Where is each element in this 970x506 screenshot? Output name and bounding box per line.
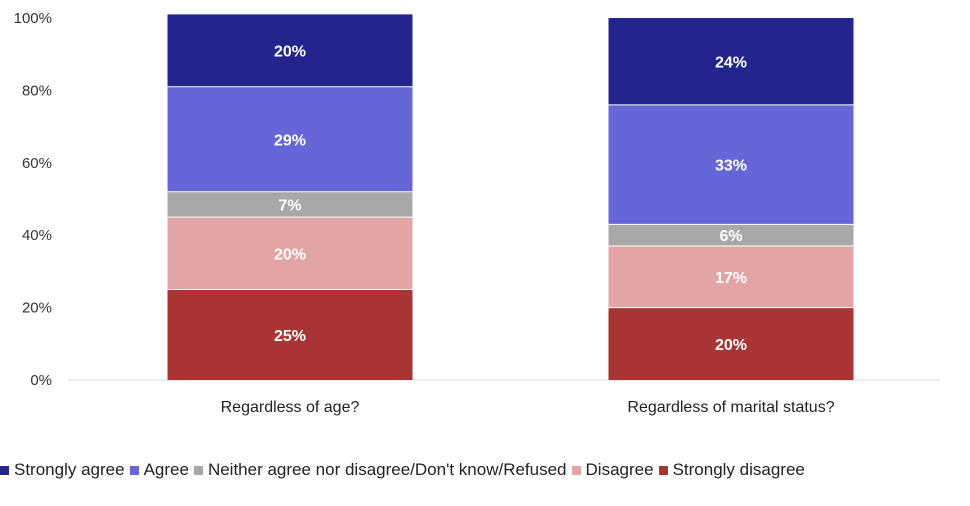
y-tick-label: 0% [30, 372, 52, 389]
legend-item: Disagree [571, 460, 654, 480]
category-label: Regardless of marital status? [627, 399, 834, 416]
bar-segment [608, 18, 854, 105]
bar-segment [608, 224, 854, 247]
legend-swatch [571, 465, 581, 475]
legend-swatch [0, 465, 9, 475]
legend-item: Strongly agree [0, 460, 125, 480]
category-label: Regardless of age? [221, 399, 360, 416]
stacked-bar-chart: 0% 20% 40% 60% 80% 100% 25% 20% 7% 29% 20% 20% 17% 6… [14, 10, 940, 416]
legend-label: Strongly agree [14, 460, 125, 479]
data-label: 6% [719, 228, 742, 245]
bar-segment [167, 86, 413, 192]
y-tick-label: 20% [22, 300, 52, 317]
bar-segment [167, 217, 413, 290]
x-axis: Regardless of age? Regardless of marital … [221, 399, 835, 416]
bar-segment [608, 246, 854, 308]
bar-segment [167, 14, 413, 87]
bar-segment [167, 191, 413, 218]
data-label: 7% [278, 197, 301, 214]
y-tick-label: 60% [22, 155, 52, 172]
legend-item: Strongly disagree [658, 460, 805, 480]
legend-item: Agree [129, 460, 189, 480]
data-label: 25% [274, 328, 306, 345]
y-tick-label: 40% [22, 227, 52, 244]
legend-label: Disagree [585, 460, 654, 479]
data-label: 29% [274, 132, 306, 149]
y-axis: 0% 20% 40% 60% 80% 100% [14, 10, 52, 389]
legend-swatch [658, 465, 668, 475]
bar-segment [608, 104, 854, 225]
bar-segment [608, 307, 854, 380]
legend-swatch [193, 465, 203, 475]
legend-label: Neither agree nor disagree/Don't know/Re… [207, 460, 567, 479]
data-label: 20% [274, 246, 306, 263]
y-tick-label: 80% [22, 82, 52, 99]
data-label: 24% [715, 54, 747, 71]
legend-label: Strongly disagree [672, 460, 805, 479]
data-label: 33% [715, 158, 747, 175]
legend-label: Agree [143, 460, 189, 479]
data-label: 20% [715, 337, 747, 354]
data-label: 20% [274, 44, 306, 61]
legend-swatch [129, 465, 139, 475]
bars: 25% 20% 7% 29% 20% 20% 17% 6% 33% 24% [167, 14, 854, 380]
bar-segment [167, 289, 413, 380]
data-label: 17% [715, 270, 747, 287]
y-tick-label: 100% [14, 10, 52, 27]
legend-item: Neither agree nor disagree/Don't know/Re… [193, 460, 567, 480]
legend: Strongly agree Agree Neither agree nor dis… [0, 458, 970, 482]
